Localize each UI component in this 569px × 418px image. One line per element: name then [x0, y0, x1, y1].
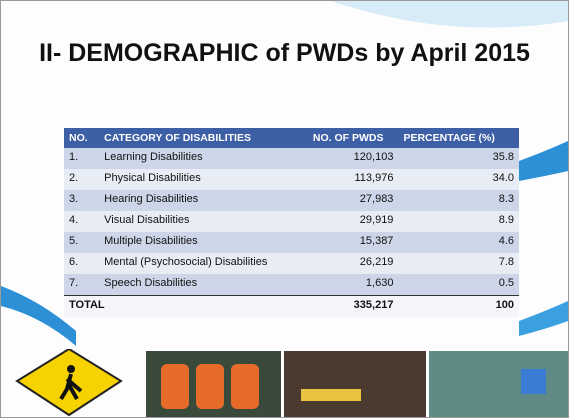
cell: 7.8	[398, 253, 519, 274]
cell: 6.	[64, 253, 99, 274]
cell: 1.	[64, 148, 99, 169]
column-header: NO. OF PWDS	[298, 128, 398, 148]
cell: Multiple Disabilities	[99, 232, 298, 253]
cell: Speech Disabilities	[99, 274, 298, 296]
photo-strip	[1, 349, 568, 418]
cell: 120,103	[298, 148, 398, 169]
cell: 5.	[64, 232, 99, 253]
cell: Mental (Psychosocial) Disabilities	[99, 253, 298, 274]
column-header: CATEGORY OF DISABILITIES	[99, 128, 298, 148]
cell: 0.5	[398, 274, 519, 296]
slide-title: II- DEMOGRAPHIC of PWDs by April 2015	[21, 37, 548, 69]
cell: 29,919	[298, 211, 398, 232]
cell: 8.3	[398, 190, 519, 211]
cell: 34.0	[398, 169, 519, 190]
column-header: NO.	[64, 128, 99, 148]
photo	[521, 369, 546, 394]
cell: 100	[398, 296, 519, 318]
photo	[196, 364, 224, 409]
cell: 2.	[64, 169, 99, 190]
cell: 4.	[64, 211, 99, 232]
cell: 4.6	[398, 232, 519, 253]
cell: 1,630	[298, 274, 398, 296]
slide: II- DEMOGRAPHIC of PWDs by April 2015 NO…	[0, 0, 569, 418]
cell: 27,983	[298, 190, 398, 211]
cell: 3.	[64, 190, 99, 211]
cell: 113,976	[298, 169, 398, 190]
cell: Physical Disabilities	[99, 169, 298, 190]
cell: 8.9	[398, 211, 519, 232]
swoosh	[519, 141, 568, 181]
swoosh	[331, 1, 568, 28]
photo	[231, 364, 259, 409]
cell: Hearing Disabilities	[99, 190, 298, 211]
cell: TOTAL	[64, 296, 298, 318]
cell: 335,217	[298, 296, 398, 318]
photo	[284, 351, 426, 418]
cell: Learning Disabilities	[99, 148, 298, 169]
photo	[429, 351, 568, 418]
cell: Visual Disabilities	[99, 211, 298, 232]
cell: 35.8	[398, 148, 519, 169]
sign-icon	[67, 365, 75, 373]
swoosh	[519, 301, 568, 336]
cell: 26,219	[298, 253, 398, 274]
cell: 7.	[64, 274, 99, 296]
column-header: PERCENTAGE (%)	[398, 128, 519, 148]
photo	[161, 364, 189, 409]
cell: 15,387	[298, 232, 398, 253]
photo	[301, 389, 361, 401]
